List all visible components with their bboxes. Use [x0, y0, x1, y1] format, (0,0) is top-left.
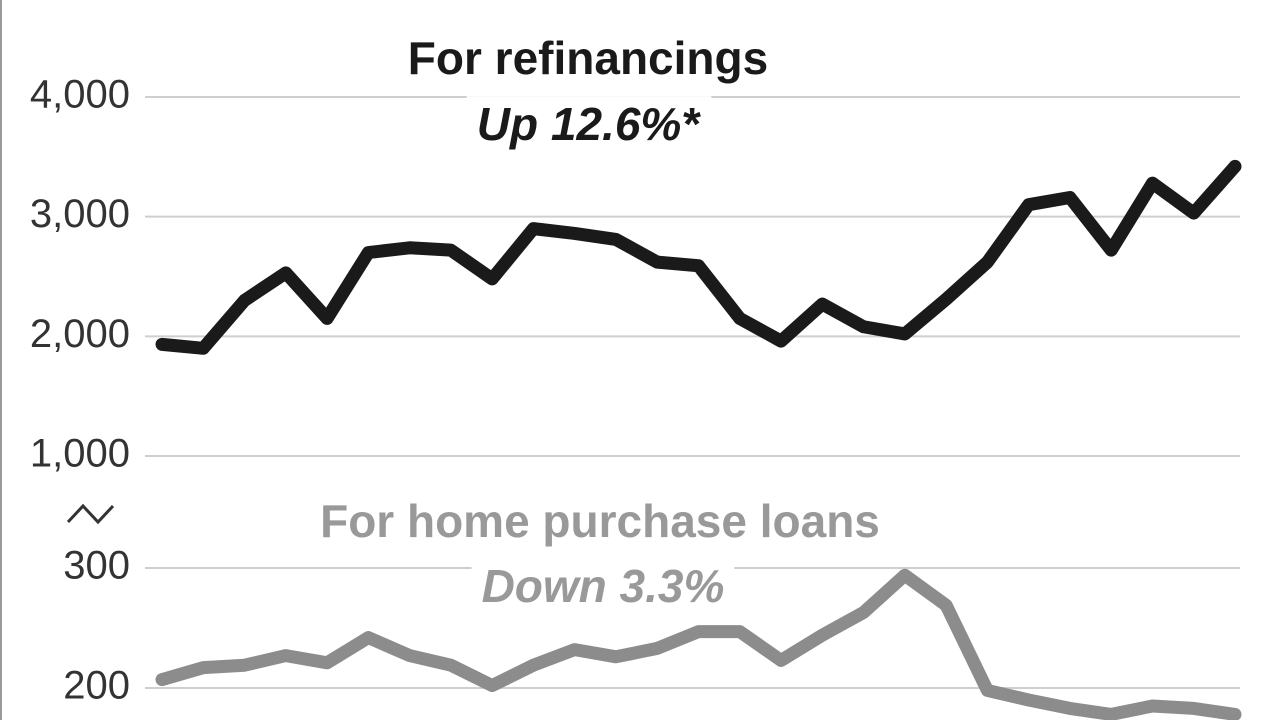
label-background: [310, 493, 890, 550]
panel-subtitle: Up 12.6%*: [477, 98, 702, 150]
y-tick-label: 300: [63, 544, 130, 588]
axis-break: [66, 503, 115, 525]
data-line: [155, 159, 1242, 355]
y-tick-label: 2,000: [30, 312, 130, 356]
label-background: [471, 558, 735, 615]
label-background: [397, 30, 779, 87]
label-background: [466, 96, 712, 153]
panel-title: For home purchase loans: [320, 495, 880, 547]
y-tick-label: 4,000: [30, 73, 130, 117]
y-tick-label: 1,000: [30, 432, 130, 476]
y-tick-label: 3,000: [30, 192, 130, 236]
panel-title: For refinancings: [408, 32, 768, 84]
data-line: [155, 568, 1242, 720]
y-tick-label: 200: [63, 664, 130, 708]
panel-subtitle: Down 3.3%: [482, 560, 725, 612]
